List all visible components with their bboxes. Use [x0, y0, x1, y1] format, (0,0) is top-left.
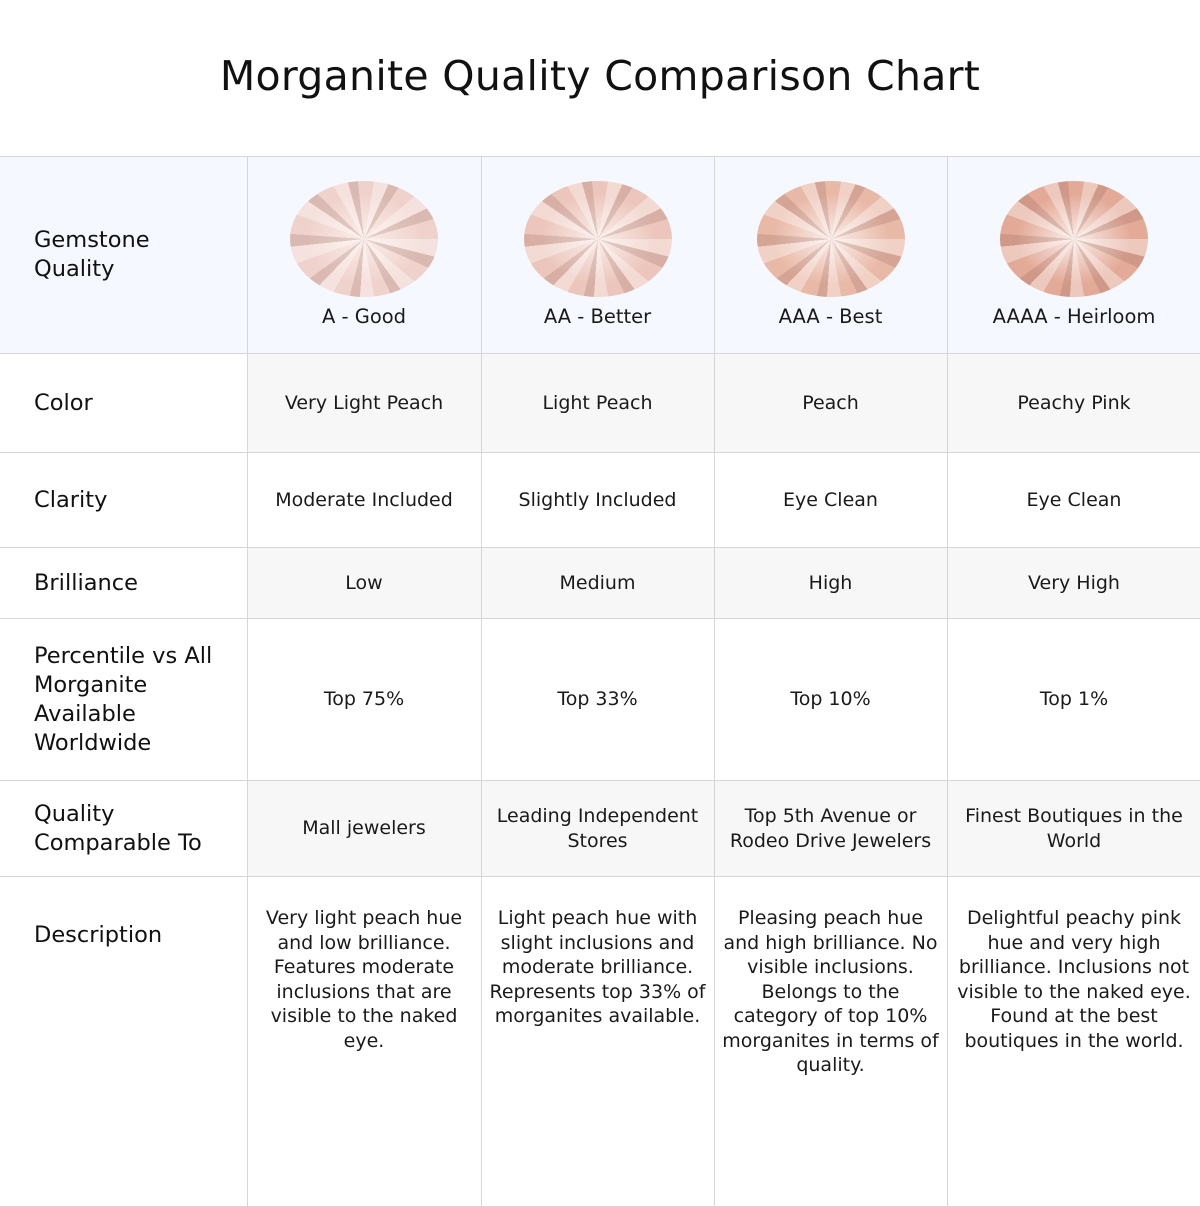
- row-label: Quality Comparable To: [0, 780, 248, 877]
- cell: High: [713, 547, 948, 619]
- table-row: Quality Comparable To Mall jewelers Lead…: [0, 780, 1200, 877]
- cell: Light peach hue with slight inclusions a…: [480, 876, 715, 1207]
- table-row: Description Very light peach hue and low…: [0, 876, 1200, 1207]
- row-label: Percentile vs All Morganite Available Wo…: [0, 618, 248, 781]
- row-label: Description: [0, 876, 248, 1207]
- grade-label: AA - Better: [543, 304, 652, 328]
- cell: Moderate Included: [246, 452, 482, 548]
- table-row: Brilliance Low Medium High Very High: [0, 547, 1200, 619]
- cell: Light Peach: [480, 353, 715, 453]
- cell: Eye Clean: [946, 452, 1200, 548]
- cell: Slightly Included: [480, 452, 715, 548]
- row-label: Gemstone Quality: [0, 156, 248, 354]
- row-label: Clarity: [0, 452, 248, 548]
- grade-cell: AAAA - Heirloom: [946, 156, 1200, 354]
- cell: Top 1%: [946, 618, 1200, 781]
- table-row: Clarity Moderate Included Slightly Inclu…: [0, 452, 1200, 548]
- cell: Peach: [713, 353, 948, 453]
- grade-label: A - Good: [321, 304, 407, 328]
- cell: Low: [246, 547, 482, 619]
- gemstone-image: [1000, 180, 1148, 297]
- cell: Pleasing peach hue and high brilliance. …: [713, 876, 948, 1207]
- cell: Top 10%: [713, 618, 948, 781]
- gemstone-image: [756, 180, 905, 297]
- cell: Finest Boutiques in the World: [946, 780, 1200, 877]
- cell: Top 33%: [480, 618, 715, 781]
- cell: Peachy Pink: [946, 353, 1200, 453]
- table-row: Color Very Light Peach Light Peach Peach…: [0, 353, 1200, 453]
- row-label: Color: [0, 353, 248, 453]
- grade-cell: AAA - Best: [713, 156, 948, 354]
- grade-label: AAAA - Heirloom: [992, 304, 1156, 328]
- cell: Very High: [946, 547, 1200, 619]
- table-row: Percentile vs All Morganite Available Wo…: [0, 618, 1200, 781]
- cell: Leading Independent Stores: [480, 780, 715, 877]
- gemstone-image: [523, 180, 672, 297]
- grade-cell: AA - Better: [480, 156, 715, 354]
- cell: Delightful peachy pink hue and very high…: [946, 876, 1200, 1207]
- page-title: Morganite Quality Comparison Chart: [219, 52, 981, 100]
- cell: Medium: [480, 547, 715, 619]
- grade-label: AAA - Best: [778, 304, 883, 328]
- cell: Top 75%: [246, 618, 482, 781]
- gemstone-image: [290, 180, 438, 297]
- cell: Very Light Peach: [246, 353, 482, 453]
- row-label: Brilliance: [0, 547, 248, 619]
- grade-cell: A - Good: [246, 156, 482, 354]
- cell: Eye Clean: [713, 452, 948, 548]
- header-row: Gemstone Quality A - Good AA - Better AA…: [0, 156, 1200, 354]
- cell: Mall jewelers: [246, 780, 482, 877]
- comparison-table: Gemstone Quality A - Good AA - Better AA…: [0, 156, 1200, 1207]
- cell: Very light peach hue and low brilliance.…: [246, 876, 482, 1207]
- cell: Top 5th Avenue or Rodeo Drive Jewelers: [713, 780, 948, 877]
